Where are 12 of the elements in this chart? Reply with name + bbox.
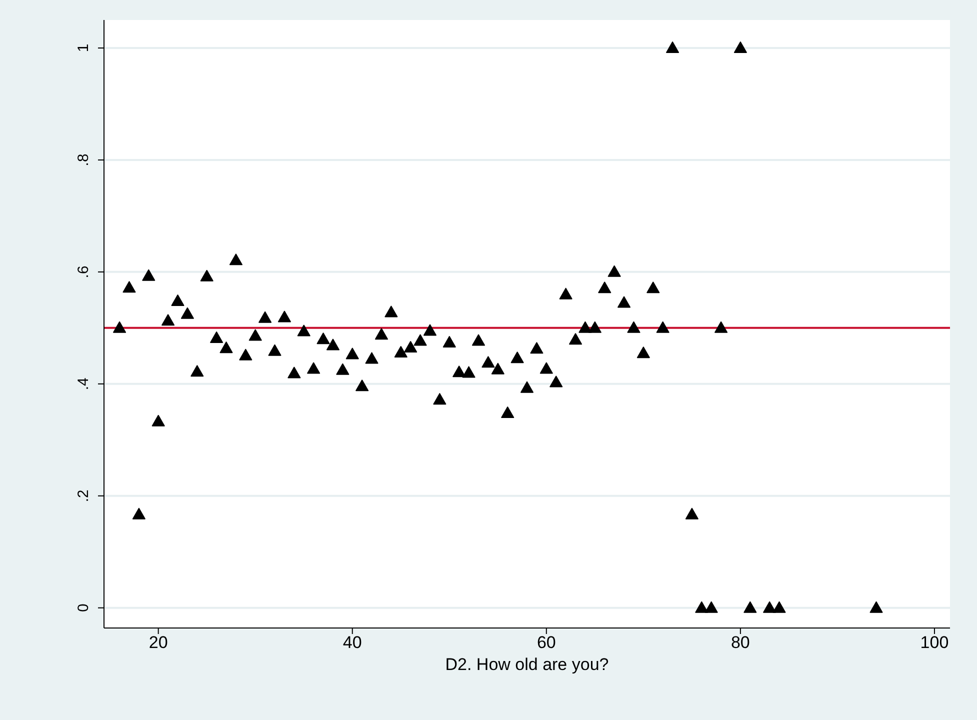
y-tick-label: 0	[75, 604, 92, 612]
y-tick-label: .6	[75, 266, 92, 278]
x-tick-label: 60	[536, 633, 556, 652]
y-tick-label: .8	[75, 154, 92, 166]
x-tick-label: 40	[342, 633, 362, 652]
y-tick-label: .4	[75, 378, 92, 390]
x-tick-label: 80	[730, 633, 750, 652]
x-tick-label: 100	[920, 633, 949, 652]
x-axis-title: D2. How old are you?	[445, 655, 609, 674]
y-tick-label: .2	[75, 490, 92, 502]
x-tick-label: 20	[148, 633, 168, 652]
y-tick-label: 1	[75, 44, 92, 52]
